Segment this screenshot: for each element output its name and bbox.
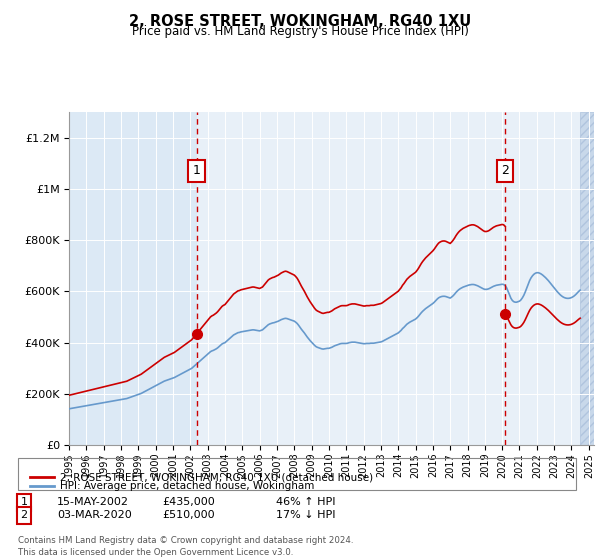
Text: £510,000: £510,000 <box>162 510 215 520</box>
Text: 1: 1 <box>20 497 28 507</box>
Text: 2: 2 <box>501 165 509 178</box>
Bar <box>580 112 594 445</box>
Text: 17% ↓ HPI: 17% ↓ HPI <box>276 510 335 520</box>
Text: Contains HM Land Registry data © Crown copyright and database right 2024.
This d: Contains HM Land Registry data © Crown c… <box>18 536 353 557</box>
Text: 2: 2 <box>20 510 28 520</box>
Text: 46% ↑ HPI: 46% ↑ HPI <box>276 497 335 507</box>
Text: Price paid vs. HM Land Registry's House Price Index (HPI): Price paid vs. HM Land Registry's House … <box>131 25 469 38</box>
Text: HPI: Average price, detached house, Wokingham: HPI: Average price, detached house, Woki… <box>60 481 314 491</box>
Text: 1: 1 <box>193 165 200 178</box>
Bar <box>197 112 594 445</box>
Text: £435,000: £435,000 <box>162 497 215 507</box>
Text: 2, ROSE STREET, WOKINGHAM, RG40 1XU: 2, ROSE STREET, WOKINGHAM, RG40 1XU <box>129 14 471 29</box>
Text: 2, ROSE STREET, WOKINGHAM, RG40 1XU (detached house): 2, ROSE STREET, WOKINGHAM, RG40 1XU (det… <box>60 472 373 482</box>
Text: 03-MAR-2020: 03-MAR-2020 <box>57 510 132 520</box>
Text: 15-MAY-2002: 15-MAY-2002 <box>57 497 129 507</box>
